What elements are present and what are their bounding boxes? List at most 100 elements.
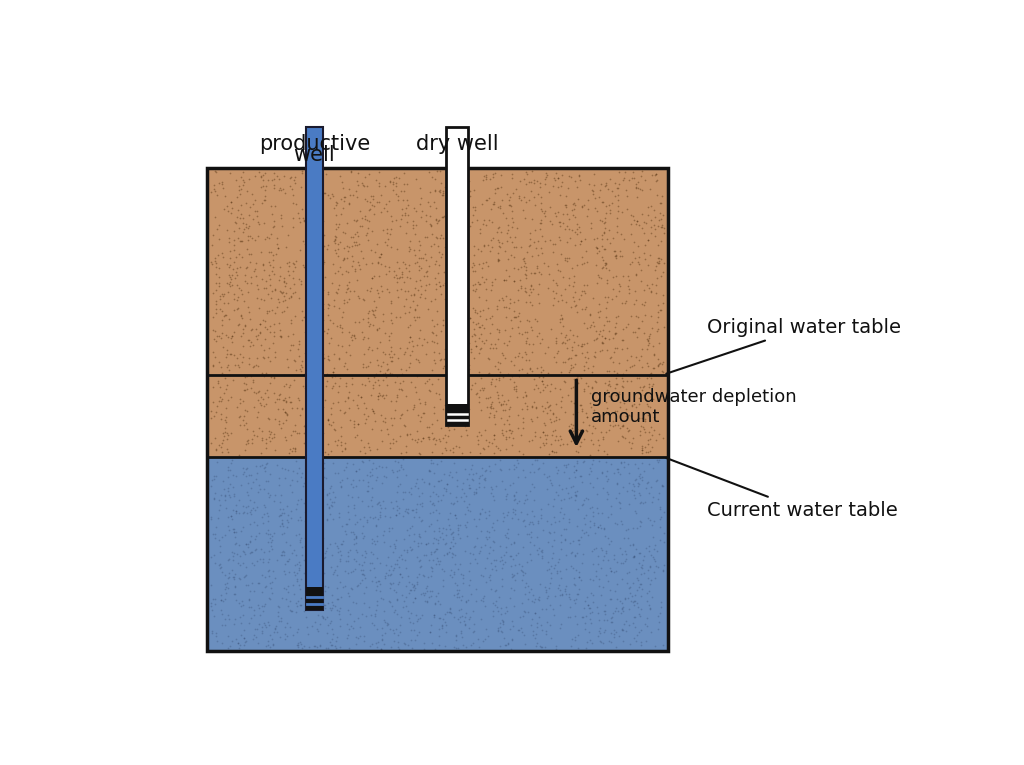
Point (207, 593, 223, 605)
Point (236, 624, 252, 636)
Point (232, 410, 249, 422)
Point (375, 368, 391, 380)
Point (316, 457, 333, 469)
Point (260, 523, 276, 535)
Point (231, 610, 248, 623)
Point (383, 345, 399, 357)
Point (609, 518, 626, 530)
Point (245, 373, 261, 386)
Point (386, 584, 402, 596)
Point (648, 260, 665, 272)
Point (308, 177, 325, 189)
Point (489, 255, 506, 267)
Point (242, 313, 258, 325)
Point (567, 349, 584, 361)
Point (281, 509, 297, 521)
Point (366, 379, 382, 391)
Point (551, 316, 567, 328)
Point (421, 384, 437, 396)
Point (217, 583, 233, 595)
Point (449, 220, 465, 233)
Point (255, 169, 271, 181)
Point (426, 499, 442, 511)
Point (409, 339, 425, 351)
Point (206, 183, 222, 195)
Point (312, 348, 329, 360)
Point (329, 635, 345, 647)
Point (428, 231, 444, 243)
Point (494, 573, 510, 585)
Point (526, 607, 543, 619)
Point (390, 291, 407, 303)
Point (248, 543, 264, 555)
Point (637, 239, 653, 252)
Point (270, 184, 287, 197)
Point (414, 514, 430, 526)
Point (478, 402, 495, 414)
Point (274, 285, 291, 298)
Point (383, 240, 399, 252)
Point (444, 446, 461, 458)
Point (646, 362, 663, 374)
Point (620, 591, 636, 604)
Point (541, 581, 557, 594)
Point (482, 583, 499, 595)
Point (611, 630, 628, 642)
Point (643, 429, 659, 441)
Point (456, 343, 472, 356)
Point (544, 540, 560, 552)
Point (526, 267, 543, 279)
Point (333, 431, 349, 443)
Point (212, 290, 228, 302)
Point (287, 261, 303, 273)
Point (445, 306, 462, 318)
Point (423, 619, 439, 631)
Point (353, 245, 370, 257)
Point (514, 610, 530, 623)
Point (575, 279, 592, 291)
Point (620, 522, 636, 535)
Point (574, 498, 591, 510)
Point (297, 506, 313, 519)
Point (361, 318, 378, 330)
Point (228, 262, 245, 275)
Point (221, 369, 238, 381)
Point (578, 423, 594, 435)
Point (613, 297, 630, 309)
Point (321, 487, 337, 500)
Point (654, 356, 671, 368)
Point (560, 420, 577, 432)
Point (381, 522, 397, 534)
Point (503, 582, 519, 594)
Point (204, 625, 220, 637)
Point (504, 172, 520, 184)
Point (652, 270, 669, 282)
Point (542, 577, 558, 589)
Point (273, 212, 290, 224)
Point (293, 591, 309, 604)
Point (205, 324, 221, 336)
Point (428, 552, 444, 564)
Point (481, 412, 498, 424)
Point (308, 640, 325, 653)
Point (522, 485, 539, 497)
Point (449, 373, 465, 385)
Point (628, 217, 644, 230)
Point (476, 240, 493, 252)
Point (276, 633, 293, 645)
Point (441, 386, 458, 398)
Point (582, 502, 598, 514)
Point (233, 312, 250, 324)
Point (573, 236, 590, 248)
Point (538, 167, 554, 179)
Point (372, 337, 388, 349)
Point (355, 474, 372, 486)
Point (568, 417, 585, 429)
Point (418, 265, 434, 278)
Point (213, 332, 229, 344)
Point (261, 425, 278, 437)
Point (650, 428, 667, 441)
Point (318, 489, 335, 501)
Point (444, 441, 461, 454)
Point (447, 166, 464, 178)
